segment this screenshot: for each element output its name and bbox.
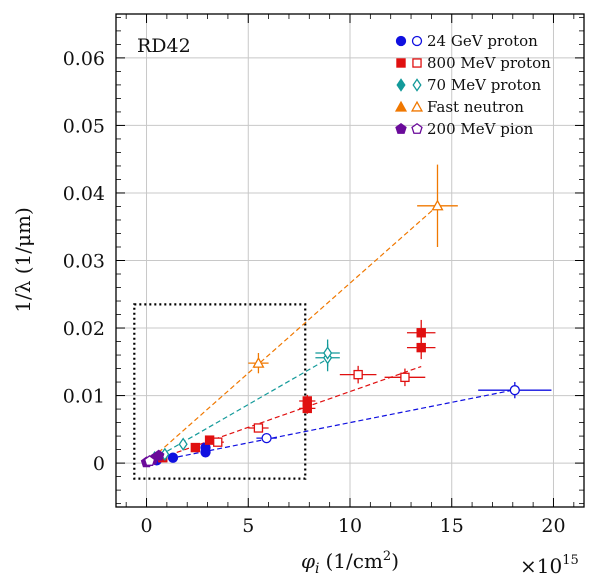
fit-line-fast-neutron bbox=[146, 205, 438, 464]
legend-marker-filled-800-mev-proton bbox=[396, 58, 406, 68]
legend-marker-filled-fast-neutron bbox=[394, 100, 408, 112]
legend-marker-open-800-mev-proton bbox=[412, 58, 422, 68]
x-multiplier-base: ×10 bbox=[520, 554, 562, 578]
data-point-800-mev-proton bbox=[416, 342, 426, 353]
legend-marker-filled-24-gev-proton bbox=[395, 35, 407, 47]
data-point-24-gev-proton bbox=[167, 452, 179, 463]
x-tick-label: 0 bbox=[140, 515, 152, 537]
x-tick-label: 20 bbox=[541, 515, 565, 537]
data-point-800-mev-proton bbox=[190, 442, 201, 453]
x-axis-unit-suffix: ) bbox=[391, 549, 399, 573]
fit-line-24-gev-proton bbox=[146, 389, 513, 464]
data-point-800-mev-proton bbox=[400, 372, 410, 383]
x-axis-label: φi (1/cm2) bbox=[301, 549, 399, 577]
y-tick-label: 0.06 bbox=[63, 48, 105, 70]
y-tick-label: 0.05 bbox=[63, 115, 105, 137]
data-point-24-gev-proton bbox=[261, 432, 272, 444]
grid bbox=[116, 14, 584, 507]
legend-marker-filled-70-mev-proton bbox=[396, 78, 406, 92]
legend-label-800-mev-proton: 800 MeV proton bbox=[427, 54, 551, 72]
legend-label-70-mev-proton: 70 MeV proton bbox=[427, 76, 542, 94]
data-point-800-mev-proton bbox=[204, 435, 215, 445]
legend-marker-open-70-mev-proton bbox=[412, 78, 422, 92]
legend-marker-filled-200-mev-pion bbox=[395, 122, 407, 134]
x-axis-unit-prefix: (1/cm bbox=[325, 549, 382, 573]
data-point-24-gev-proton bbox=[509, 385, 520, 396]
data-point-fast-neutron bbox=[252, 356, 265, 368]
x-axis-symbol: φ bbox=[301, 549, 315, 573]
highlight-box-layer bbox=[133, 303, 307, 480]
x-multiplier-exp: 15 bbox=[562, 553, 579, 568]
x-tick-label: 15 bbox=[440, 515, 464, 537]
legend-label-24-gev-proton: 24 GeV proton bbox=[427, 32, 538, 50]
data-point-800-mev-proton bbox=[416, 328, 426, 338]
highlight-box bbox=[133, 303, 307, 480]
error-bars bbox=[211, 164, 552, 445]
data-point-fast-neutron bbox=[431, 199, 444, 211]
x-tick-label: 10 bbox=[338, 515, 362, 537]
y-tick-label: 0.04 bbox=[63, 183, 105, 205]
data-point-800-mev-proton bbox=[253, 423, 264, 433]
data-point-800-mev-proton bbox=[213, 437, 223, 447]
data-point-800-mev-proton bbox=[302, 396, 312, 406]
axis-ticks bbox=[116, 14, 584, 507]
data-points bbox=[140, 199, 520, 468]
data-point-70-mev-proton bbox=[178, 437, 188, 451]
data-point-800-mev-proton bbox=[353, 369, 363, 380]
fit-line-800-mev-proton bbox=[146, 365, 422, 464]
x-axis-unit-sup: 2 bbox=[383, 549, 391, 564]
legend-marker-open-fast-neutron bbox=[410, 100, 424, 112]
data-point-70-mev-proton bbox=[323, 346, 333, 360]
y-tick-label: 0.03 bbox=[63, 251, 105, 273]
legend-label-fast-neutron: Fast neutron bbox=[427, 98, 524, 116]
x-tick-label: 5 bbox=[242, 515, 254, 537]
legend-label-200-mev-pion: 200 MeV pion bbox=[427, 120, 534, 138]
y-tick-label: 0.01 bbox=[63, 386, 105, 408]
legend-marker-open-24-gev-proton bbox=[411, 35, 423, 47]
y-tick-label: 0.02 bbox=[63, 318, 105, 340]
y-tick-label: 0 bbox=[93, 453, 105, 475]
annotation-rd42: RD42 bbox=[137, 35, 191, 57]
tick-labels: 0 5 10 15 20 0 0.01 0.02 0.03 0.04 0.05 0.06 bbox=[63, 48, 566, 537]
data-point-200-mev-pion bbox=[153, 449, 165, 461]
x-axis-subscript: i bbox=[315, 561, 319, 577]
data-point-200-mev-pion bbox=[143, 455, 156, 466]
legend: 24 GeV proton 800 MeV proton 70 MeV proton… bbox=[394, 32, 551, 138]
y-axis-label: 1/λ (1/μm) bbox=[11, 207, 35, 313]
x-axis-multiplier: ×1015 bbox=[520, 553, 579, 578]
fit-lines bbox=[146, 205, 513, 464]
legend-marker-open-200-mev-pion bbox=[411, 122, 423, 134]
fit-line-70-mev-proton bbox=[146, 357, 330, 464]
